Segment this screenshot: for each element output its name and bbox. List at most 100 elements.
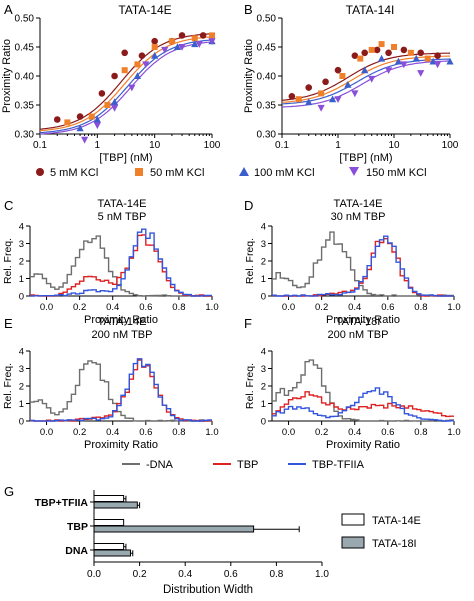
- legend-marker-150mm: [349, 167, 359, 176]
- panel-f-title-1: TATA-18I: [336, 316, 381, 328]
- data-point: [151, 37, 158, 45]
- bar-tata-18i: [93, 501, 138, 509]
- x-tick-label: 0.6: [224, 569, 238, 580]
- chart-d: 0.0 0.2 0.4 0.6 0.8 1.0 0 1 2 3 4 Proximity Ratio Re…: [244, 222, 461, 327]
- x-tick-label: 1.0: [205, 427, 218, 438]
- x-tick-label: 1.0: [447, 302, 460, 313]
- bar-tata-14e: [93, 495, 125, 502]
- data-point: [424, 55, 431, 62]
- data-point: [384, 67, 393, 74]
- data-point: [81, 136, 89, 144]
- y-tick-label: 2: [19, 382, 24, 393]
- y-tick-label: 0.50: [15, 14, 35, 25]
- data-point: [322, 78, 329, 86]
- x-tick-label: 0.8: [269, 569, 283, 580]
- x-tick-label: 0.2: [73, 427, 86, 438]
- y-tick-label: 0: [19, 417, 24, 428]
- legend-label-dna: -DNA: [146, 459, 174, 471]
- y-axis-label: Rel. Freq.: [244, 238, 256, 284]
- data-point: [295, 96, 302, 103]
- y-axis-label: Rel. Freq.: [2, 238, 14, 284]
- data-point: [110, 104, 119, 112]
- x-axis-label: Distribution Width: [163, 584, 253, 596]
- data-point: [98, 90, 106, 97]
- chart-e: 0.0 0.2 0.4 0.6 0.8 1.0 0 1 2 3 4 Proximity Ratio Re…: [2, 347, 219, 452]
- x-tick-label: 100: [204, 140, 221, 151]
- y-tick-label: 1: [261, 399, 266, 410]
- y-tick-label: 0.40: [257, 72, 277, 83]
- y-tick-label: 1: [261, 274, 266, 285]
- panel-letter-b: B: [244, 2, 253, 17]
- x-tick-label: 0.8: [172, 427, 185, 438]
- y-tick-label: 3: [261, 364, 266, 375]
- category-label: DNA: [65, 545, 88, 557]
- panel-d-title-2: 30 nM TBP: [331, 211, 386, 223]
- data-point: [377, 54, 386, 62]
- y-axis-label: Proximity Ratio: [1, 39, 13, 113]
- data-point: [417, 70, 425, 77]
- y-tick-label: 4: [19, 347, 24, 358]
- panel-c-title-1: TATA-14E: [98, 198, 147, 210]
- hist--dna: [30, 235, 212, 297]
- data-point: [417, 49, 425, 57]
- panel-b-title: TATA-14I: [346, 3, 395, 17]
- y-tick-label: 2: [261, 257, 266, 268]
- y-tick-label: 3: [261, 239, 266, 250]
- y-tick-label: 0.40: [15, 72, 35, 83]
- bar-tata-18i: [93, 549, 131, 557]
- legend-label-5mm: 5 mM KCl: [50, 167, 98, 179]
- y-axis-label: Rel. Freq.: [244, 363, 256, 409]
- fit-curve-1: [39, 36, 213, 132]
- data-point: [400, 61, 408, 69]
- panel-c-title-2: 5 nM TBP: [98, 211, 147, 223]
- data-point: [368, 46, 375, 53]
- x-tick-label: 0.2: [315, 427, 328, 438]
- data-point: [328, 95, 337, 103]
- data-point: [64, 119, 71, 126]
- data-point: [173, 43, 182, 50]
- data-point: [88, 113, 95, 120]
- hist-tbp-tfiia: [272, 235, 454, 297]
- data-point: [400, 46, 408, 54]
- panel-letter-c: C: [4, 198, 13, 213]
- x-axis-label: Proximity Ratio: [326, 439, 400, 451]
- x-tick-label: 0.2: [315, 302, 328, 313]
- data-point: [209, 32, 215, 39]
- data-point: [191, 35, 198, 42]
- hist-tbp: [272, 391, 454, 418]
- x-tick-label: 0.0: [282, 427, 295, 438]
- data-point: [305, 84, 313, 91]
- y-tick-label: 4: [19, 222, 24, 233]
- bar-tata-14e: [93, 519, 125, 526]
- hist-tbp-tfiia: [272, 387, 454, 422]
- y-axis-label: Rel. Freq.: [2, 363, 14, 409]
- chart-f: 0.0 0.2 0.4 0.6 0.8 1.0 0 1 2 3 4 Proximity Ratio Re…: [244, 347, 461, 452]
- x-tick-label: 1: [95, 140, 101, 151]
- panel-a-title: TATA-14E: [118, 3, 171, 17]
- hist--dna: [30, 360, 212, 422]
- x-tick-label: 0.6: [381, 302, 394, 313]
- y-tick-label: 1: [19, 274, 24, 285]
- data-point: [151, 51, 159, 59]
- data-point: [339, 73, 346, 79]
- x-tick-label: 0.4: [348, 427, 361, 438]
- y-tick-label: 0.30: [15, 130, 35, 141]
- data-point: [351, 52, 359, 59]
- data-point: [199, 32, 207, 39]
- panel-letter-f: F: [244, 316, 252, 331]
- y-tick-label: 4: [261, 347, 266, 358]
- data-point: [288, 93, 296, 100]
- data-point: [133, 72, 142, 79]
- x-tick-label: 0.0: [87, 569, 101, 580]
- chart-c: 0.0 0.2 0.4 0.6 0.8 1.0 0 1 2 3 4 Proximity Ratio Re…: [2, 222, 219, 327]
- data-point: [76, 124, 84, 132]
- hist--dna: [272, 359, 454, 422]
- x-tick-label: 0.8: [172, 302, 185, 313]
- data-point: [334, 66, 342, 74]
- x-tick-label: 0.1: [275, 140, 289, 151]
- y-tick-label: 1: [19, 399, 24, 410]
- y-tick-label: 0.45: [257, 43, 277, 54]
- data-point: [121, 49, 128, 57]
- x-axis-label: [TBP] (nM): [99, 152, 152, 164]
- panel-d-title-1: TATA-14E: [334, 198, 383, 210]
